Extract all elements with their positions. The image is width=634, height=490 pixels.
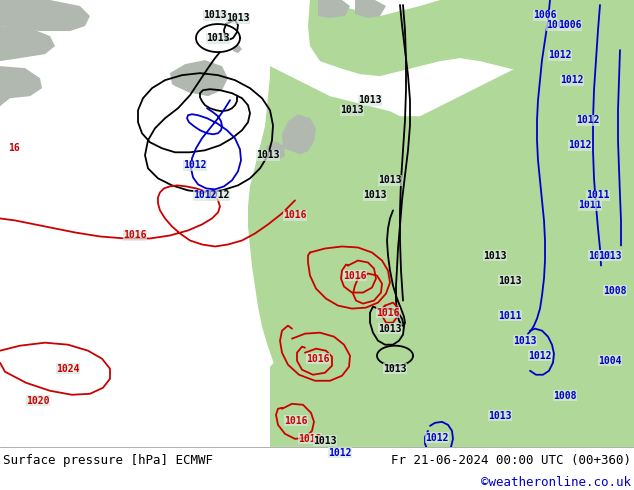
Text: 1012: 1012 — [328, 448, 352, 458]
Text: 1011: 1011 — [578, 200, 602, 210]
Text: 1016: 1016 — [306, 354, 330, 364]
Text: Surface pressure [hPa] ECMWF: Surface pressure [hPa] ECMWF — [3, 454, 213, 467]
Text: 1012: 1012 — [576, 115, 600, 125]
Text: 1016: 1016 — [123, 230, 146, 241]
Text: 1012: 1012 — [183, 160, 207, 171]
Text: 1024: 1024 — [56, 364, 80, 374]
Text: 1013: 1013 — [483, 250, 507, 261]
Text: 1013: 1013 — [498, 275, 522, 286]
Text: 1013: 1013 — [378, 324, 402, 334]
Text: Fr 21-06-2024 00:00 UTC (00+360): Fr 21-06-2024 00:00 UTC (00+360) — [391, 454, 631, 467]
Text: 1013: 1013 — [598, 250, 622, 261]
Text: 1011: 1011 — [586, 191, 610, 200]
Polygon shape — [172, 68, 218, 94]
Text: 1006: 1006 — [559, 20, 582, 30]
Polygon shape — [0, 0, 90, 31]
Text: 1006: 1006 — [547, 20, 570, 30]
Text: 1013: 1013 — [514, 336, 537, 345]
Text: 1013: 1013 — [488, 411, 512, 421]
Polygon shape — [0, 66, 42, 106]
Text: 1020: 1020 — [26, 396, 49, 406]
Text: 1012: 1012 — [548, 50, 572, 60]
Text: 16: 16 — [8, 143, 20, 153]
Polygon shape — [248, 0, 634, 447]
Text: 1013: 1013 — [226, 13, 250, 23]
Text: 1012: 1012 — [568, 140, 592, 150]
Text: 1012: 1012 — [560, 75, 584, 85]
Text: 1013: 1013 — [298, 434, 321, 444]
Text: 1008: 1008 — [553, 391, 577, 401]
Polygon shape — [270, 337, 634, 447]
Text: 1013: 1013 — [358, 95, 382, 105]
Text: 1013: 1013 — [363, 191, 387, 200]
Text: 1016: 1016 — [283, 210, 307, 221]
Text: 1016: 1016 — [284, 416, 307, 426]
Polygon shape — [233, 45, 242, 53]
Text: 1012: 1012 — [206, 191, 230, 200]
Text: 1011: 1011 — [498, 311, 522, 320]
Text: 1004: 1004 — [598, 356, 622, 366]
Text: 1013: 1013 — [340, 105, 364, 115]
Text: 1013: 1013 — [256, 150, 280, 160]
Polygon shape — [282, 114, 316, 154]
Text: 1013: 1013 — [206, 33, 230, 43]
Text: 1013: 1013 — [383, 364, 407, 374]
Text: 1012: 1012 — [425, 433, 449, 443]
Polygon shape — [308, 0, 634, 96]
Text: 1013: 1013 — [588, 250, 612, 261]
Polygon shape — [355, 0, 386, 18]
Text: 1008: 1008 — [603, 286, 627, 295]
Polygon shape — [266, 141, 285, 160]
Text: 1013: 1013 — [378, 175, 402, 185]
Text: 1013: 1013 — [204, 10, 227, 20]
Text: 1006: 1006 — [533, 10, 557, 20]
Text: 1013: 1013 — [313, 436, 337, 446]
Polygon shape — [318, 0, 350, 18]
Text: 1012: 1012 — [528, 351, 552, 361]
Text: ©weatheronline.co.uk: ©weatheronline.co.uk — [481, 476, 631, 489]
Polygon shape — [170, 60, 228, 96]
Polygon shape — [0, 26, 55, 66]
Text: 1016: 1016 — [376, 308, 400, 318]
Text: 1016: 1016 — [343, 270, 366, 281]
Text: 1012: 1012 — [193, 191, 217, 200]
